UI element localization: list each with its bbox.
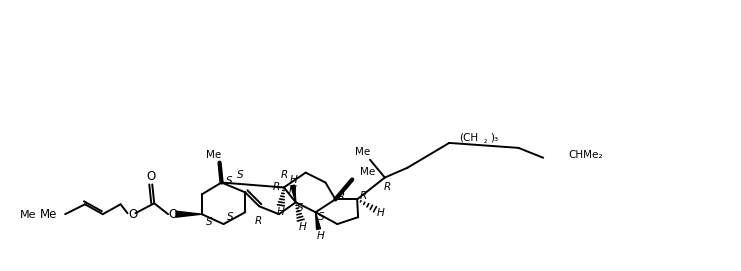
Text: Me: Me [206, 150, 222, 160]
Text: Me: Me [360, 167, 376, 177]
Text: H: H [290, 175, 298, 185]
Text: Me: Me [356, 147, 370, 157]
Text: S: S [297, 203, 304, 213]
Text: )₃: )₃ [490, 133, 498, 143]
Text: O: O [168, 208, 178, 221]
Polygon shape [291, 185, 296, 202]
Polygon shape [176, 211, 202, 217]
Text: H: H [316, 231, 325, 241]
Text: R: R [280, 170, 288, 180]
Text: S: S [227, 212, 233, 222]
Text: S: S [206, 217, 213, 227]
Text: O: O [147, 170, 156, 183]
Text: R: R [338, 192, 345, 202]
Text: CHMe₂: CHMe₂ [568, 150, 602, 160]
Text: S: S [318, 212, 325, 222]
Text: R: R [273, 182, 279, 192]
Text: S: S [226, 176, 233, 186]
Text: Me: Me [20, 210, 37, 220]
Text: H: H [289, 185, 296, 195]
Text: R: R [359, 191, 367, 201]
Text: H: H [299, 222, 307, 232]
Text: S: S [237, 170, 244, 180]
Text: Me: Me [40, 208, 57, 221]
Text: O: O [129, 208, 138, 221]
Text: H: H [277, 207, 285, 217]
Text: H: H [377, 208, 385, 218]
Text: R: R [255, 216, 262, 226]
Polygon shape [316, 212, 321, 229]
Text: ₂: ₂ [484, 136, 487, 146]
Text: R: R [384, 182, 391, 192]
Text: (CH: (CH [459, 133, 478, 143]
